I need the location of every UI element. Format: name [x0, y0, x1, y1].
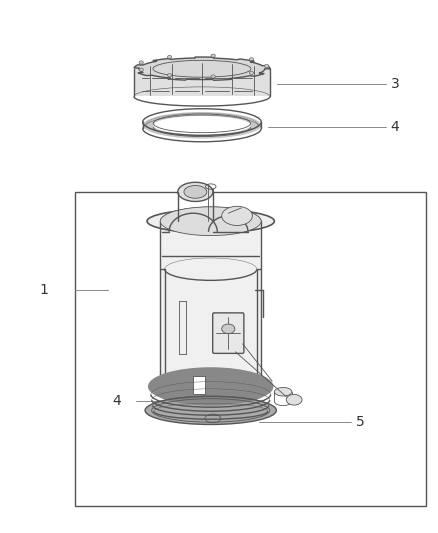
Ellipse shape [145, 397, 276, 424]
Ellipse shape [249, 71, 253, 75]
Ellipse shape [221, 206, 252, 225]
Text: 1: 1 [39, 284, 48, 297]
Polygon shape [160, 221, 261, 391]
Ellipse shape [142, 112, 261, 139]
Ellipse shape [177, 182, 212, 201]
Bar [134, 69, 269, 96]
Ellipse shape [249, 58, 253, 61]
Text: 4: 4 [112, 394, 120, 408]
Ellipse shape [147, 209, 274, 233]
Ellipse shape [274, 387, 291, 396]
Ellipse shape [286, 394, 301, 405]
Ellipse shape [264, 64, 268, 68]
Text: 5: 5 [355, 415, 364, 429]
Ellipse shape [211, 75, 215, 78]
Ellipse shape [139, 61, 143, 64]
Ellipse shape [221, 324, 234, 334]
Polygon shape [134, 57, 269, 80]
Bar [74, 192, 425, 506]
Ellipse shape [211, 54, 215, 58]
FancyBboxPatch shape [212, 313, 244, 353]
Ellipse shape [167, 74, 171, 77]
Ellipse shape [160, 207, 261, 236]
Ellipse shape [184, 185, 206, 198]
Bar [193, 376, 205, 394]
Ellipse shape [148, 367, 273, 406]
Ellipse shape [153, 116, 250, 134]
Ellipse shape [167, 55, 171, 59]
Text: 3: 3 [390, 77, 399, 91]
Ellipse shape [139, 68, 143, 71]
Text: 4: 4 [390, 120, 399, 134]
